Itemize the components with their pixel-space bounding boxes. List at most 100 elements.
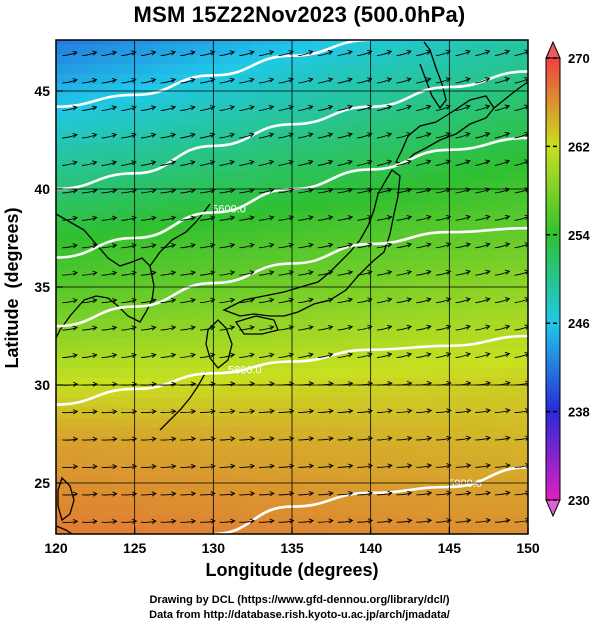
temperature-cell bbox=[236, 279, 246, 290]
temperature-cell bbox=[378, 171, 387, 182]
temperature-cell bbox=[449, 43, 458, 55]
temperature-cell bbox=[79, 141, 89, 153]
wind-streamline bbox=[337, 298, 353, 304]
temperature-cell bbox=[181, 220, 191, 231]
temperature-cell bbox=[402, 318, 411, 329]
temperature-cell bbox=[425, 357, 435, 368]
temperature-cell bbox=[221, 210, 230, 221]
temperature-cell bbox=[370, 53, 380, 65]
temperature-cell bbox=[307, 151, 317, 163]
wind-streamline bbox=[494, 132, 510, 139]
temperature-cell bbox=[354, 249, 364, 261]
temperature-cell bbox=[354, 455, 364, 466]
temperature-cell bbox=[158, 318, 167, 329]
temperature-cell bbox=[63, 171, 73, 182]
temperature-cell bbox=[71, 73, 81, 84]
temperature-cell bbox=[441, 445, 450, 457]
temperature-cell bbox=[354, 73, 364, 84]
temperature-cell bbox=[394, 465, 403, 476]
temperature-cell bbox=[512, 465, 521, 476]
wind-arrowhead bbox=[445, 352, 452, 358]
temperature-cell bbox=[118, 504, 128, 515]
temperature-cell bbox=[213, 347, 222, 359]
temperature-cell bbox=[189, 122, 199, 133]
temperature-cell bbox=[87, 328, 96, 339]
temperature-cell bbox=[386, 230, 395, 241]
temperature-cell bbox=[394, 230, 403, 241]
temperature-cell bbox=[181, 190, 191, 202]
temperature-cell bbox=[410, 435, 419, 447]
temperature-cell bbox=[229, 377, 238, 388]
temperature-cell bbox=[205, 514, 214, 525]
temperature-cell bbox=[252, 514, 262, 525]
temperature-cell bbox=[236, 406, 246, 417]
temperature-cell bbox=[181, 484, 191, 496]
temperature-cell bbox=[417, 475, 427, 486]
temperature-cell bbox=[244, 465, 254, 476]
wind-streamline bbox=[376, 50, 392, 57]
temperature-cell bbox=[236, 298, 246, 310]
temperature-cell bbox=[425, 445, 435, 457]
temperature-cell bbox=[95, 171, 104, 182]
temperature-cell bbox=[425, 122, 435, 133]
temperature-cell bbox=[347, 367, 356, 378]
temperature-cell bbox=[465, 494, 474, 506]
temperature-cell bbox=[457, 357, 466, 368]
temperature-cell bbox=[87, 220, 96, 231]
wind-arrowhead bbox=[92, 436, 98, 442]
temperature-cell bbox=[347, 230, 356, 241]
temperature-cell bbox=[103, 63, 112, 74]
temperature-cell bbox=[284, 328, 293, 339]
wind-streamline bbox=[239, 189, 255, 194]
temperature-cell bbox=[181, 230, 191, 241]
temperature-cell bbox=[221, 337, 230, 349]
temperature-cell bbox=[339, 514, 348, 525]
temperature-cell bbox=[402, 83, 411, 94]
temperature-cell bbox=[354, 298, 364, 310]
wind-arrowhead bbox=[72, 436, 79, 442]
temperature-cell bbox=[189, 200, 199, 212]
temperature-cell bbox=[354, 308, 364, 319]
temperature-cell bbox=[480, 92, 490, 104]
temperature-cell bbox=[347, 328, 356, 339]
temperature-cell bbox=[299, 181, 309, 192]
temperature-cell bbox=[158, 181, 167, 192]
temperature-cell bbox=[213, 122, 222, 133]
temperature-cell bbox=[307, 347, 317, 359]
temperature-cell bbox=[284, 318, 293, 329]
temperature-cell bbox=[197, 318, 207, 329]
temperature-cell bbox=[95, 337, 104, 349]
temperature-cell bbox=[496, 73, 505, 84]
temperature-cell bbox=[449, 200, 458, 212]
temperature-cell bbox=[315, 465, 325, 476]
temperature-cell bbox=[292, 524, 301, 534]
temperature-cell bbox=[260, 435, 269, 447]
temperature-cell bbox=[134, 190, 144, 202]
temperature-cell bbox=[213, 288, 222, 300]
temperature-cell bbox=[158, 92, 167, 104]
temperature-cell bbox=[386, 426, 395, 437]
temperature-cell bbox=[252, 43, 262, 55]
temperature-cell bbox=[339, 426, 348, 437]
temperature-cell bbox=[87, 269, 96, 280]
temperature-cell bbox=[441, 318, 450, 329]
temperature-cell bbox=[425, 63, 435, 74]
temperature-cell bbox=[480, 249, 490, 261]
temperature-cell bbox=[150, 435, 159, 447]
temperature-cell bbox=[449, 455, 458, 466]
temperature-cell bbox=[512, 396, 521, 408]
temperature-cell bbox=[166, 239, 175, 251]
temperature-cell bbox=[142, 181, 151, 192]
temperature-cell bbox=[166, 141, 175, 153]
temperature-cell bbox=[56, 524, 65, 534]
temperature-cell bbox=[347, 181, 356, 192]
temperature-cell bbox=[410, 53, 419, 65]
temperature-cell bbox=[307, 328, 317, 339]
temperature-cell bbox=[276, 337, 285, 349]
wind-arrowhead bbox=[269, 270, 275, 276]
temperature-cell bbox=[433, 43, 443, 55]
temperature-cell bbox=[465, 396, 474, 408]
temperature-cell bbox=[394, 53, 403, 65]
temperature-cell bbox=[63, 210, 73, 221]
temperature-cell bbox=[449, 484, 458, 496]
